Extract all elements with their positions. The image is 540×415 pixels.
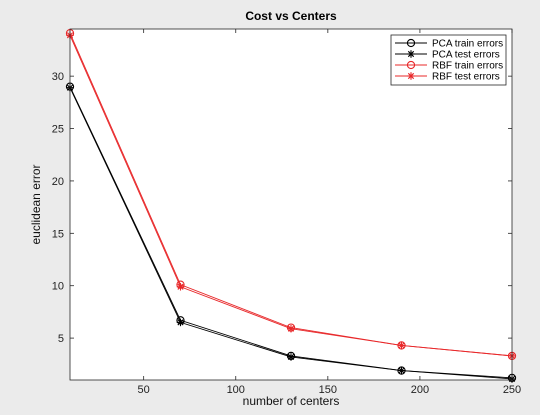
legend-label: RBF train errors: [432, 61, 503, 72]
legend-label: PCA test errors: [432, 50, 500, 61]
data-point: [287, 324, 295, 333]
legend-marker: [406, 38, 416, 48]
y-tick-label: 5: [58, 333, 64, 345]
data-point: [397, 341, 406, 350]
axes: 50 100 150 200 250 5 10 15 20 25 30: [52, 29, 521, 396]
y-tick-label: 30: [52, 71, 64, 83]
data-point: [287, 353, 295, 361]
legend-marker: [406, 60, 416, 70]
legend-marker: [407, 72, 415, 80]
plot-frame: [69, 28, 513, 381]
data-point: [397, 366, 406, 375]
series-group: [65, 29, 517, 383]
y-tick-label: 20: [52, 176, 64, 188]
x-tick-label: 250: [503, 384, 521, 396]
data-point: [176, 282, 185, 291]
data-point: [176, 318, 185, 327]
x-tick-label: 100: [227, 384, 245, 396]
x-tick-label: 50: [138, 384, 150, 396]
y-tick-label: 10: [52, 281, 64, 293]
x-axis-title: number of centers: [243, 394, 340, 408]
plot-area: [70, 29, 512, 380]
legend-label: RBF test errors: [432, 72, 500, 83]
legend-label: PCA train errors: [432, 39, 503, 50]
legend-item: PCA train errors: [395, 39, 503, 50]
legend-item: RBF train errors: [395, 61, 503, 72]
legend-item: RBF test errors: [395, 72, 500, 83]
chart-title: Cost vs Centers: [245, 9, 337, 23]
x-tick-label: 150: [319, 384, 337, 396]
y-tick-label: 25: [52, 124, 64, 136]
y-axis-title: euclidean error: [29, 164, 43, 244]
legend-marker: [407, 50, 415, 58]
x-tick-label: 200: [411, 384, 429, 396]
y-tick-label: 15: [52, 228, 64, 240]
legend-item: PCA test errors: [395, 50, 500, 61]
